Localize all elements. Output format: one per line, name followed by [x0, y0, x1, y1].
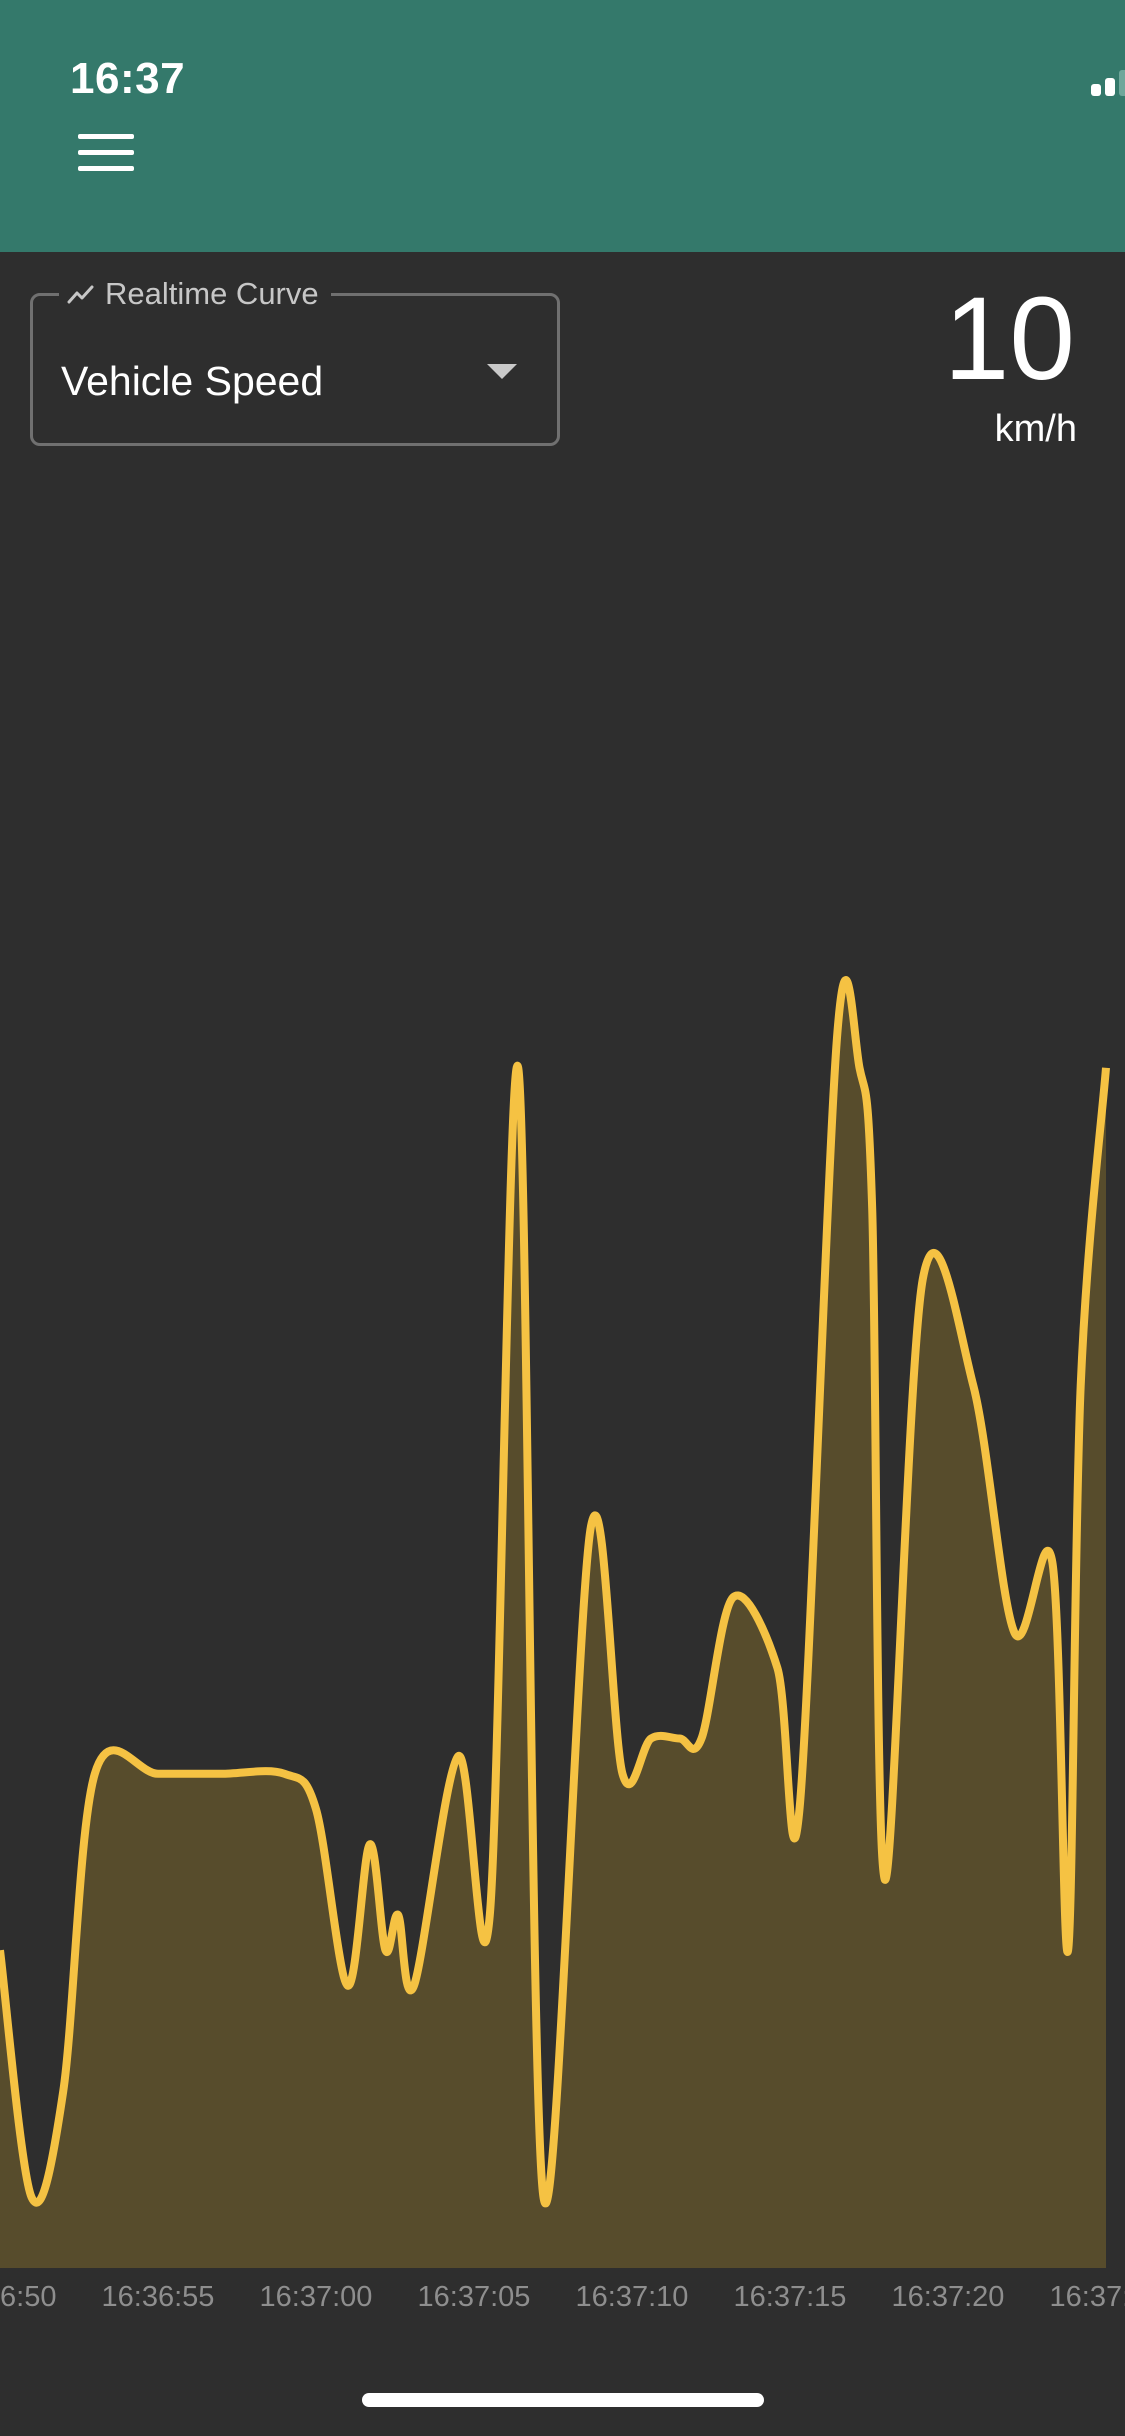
x-tick-label: 16:36:50	[0, 2281, 56, 2313]
x-tick-label: 16:37:10	[576, 2281, 689, 2313]
chevron-down-icon	[487, 364, 517, 379]
home-indicator[interactable]	[362, 2393, 764, 2407]
x-tick-label: 16:37:25	[1050, 2281, 1125, 2313]
x-tick-label: 16:36:55	[102, 2281, 215, 2313]
curve-type-dropdown[interactable]: Realtime Curve Vehicle Speed	[30, 293, 560, 446]
dropdown-legend: Realtime Curve	[59, 274, 331, 314]
speed-area-fill	[0, 980, 1106, 2268]
trending-up-icon	[67, 282, 95, 306]
x-tick-label: 16:37:20	[892, 2281, 1005, 2313]
x-tick-label: 16:37:00	[260, 2281, 373, 2313]
current-speed-unit: km/h	[995, 408, 1077, 451]
x-axis-ticks: 16:36:50 16:36:55 16:37:00 16:37:05 16:37:10…	[0, 2281, 1125, 2313]
dropdown-legend-label: Realtime Curve	[105, 276, 319, 312]
x-tick-label: 16:37:15	[734, 2281, 847, 2313]
dropdown-selected-value: Vehicle Speed	[61, 358, 323, 405]
current-speed-value: 10	[944, 280, 1075, 398]
x-tick-label: 16:37:05	[418, 2281, 531, 2313]
